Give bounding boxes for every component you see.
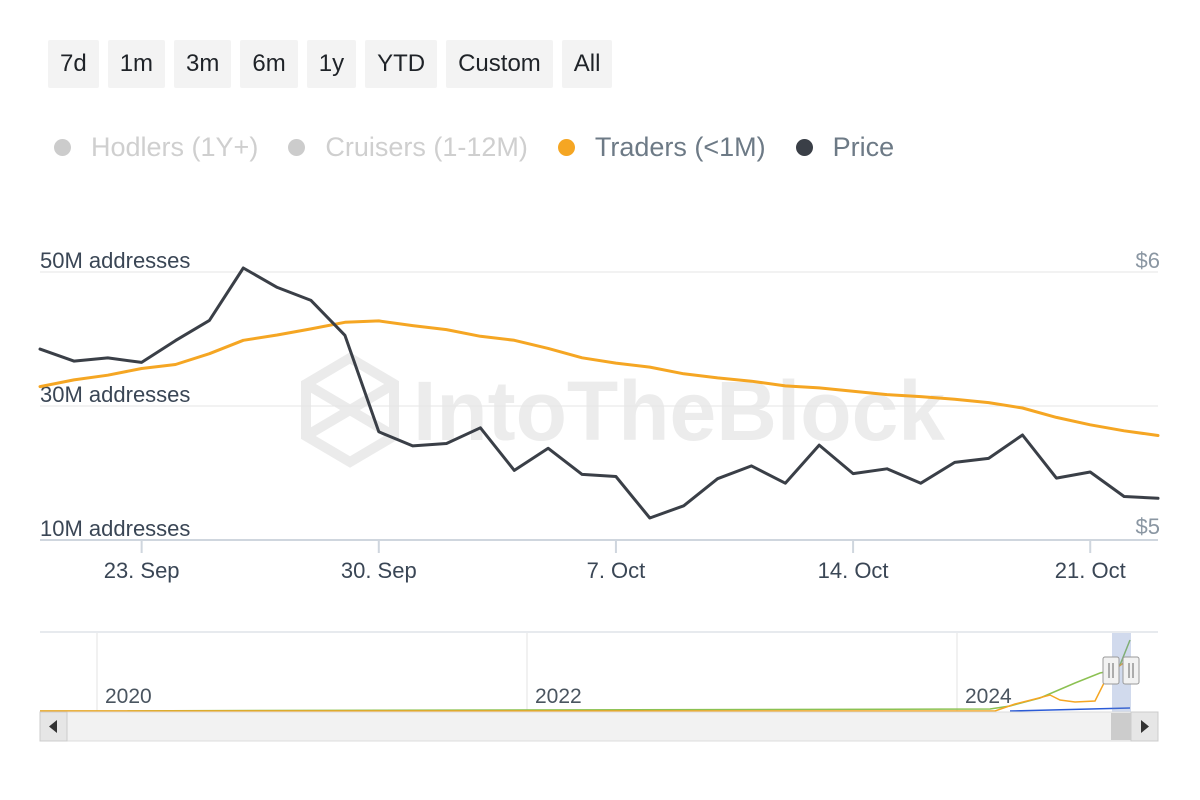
x-axis: 23. Sep 30. Sep 7. Oct 14. Oct 21. Oct	[104, 541, 1126, 583]
range-button-1y[interactable]: 1y	[306, 40, 357, 88]
plot-area: 10M addresses 30M addresses 50M addresses $…	[38, 248, 1160, 541]
range-button-ytd[interactable]: YTD	[365, 40, 438, 88]
range-button-3m[interactable]: 3m	[174, 40, 232, 88]
navigator-series-line	[1009, 707, 1131, 712]
navigator-selection-window	[1112, 633, 1131, 713]
range-button-all[interactable]: All	[561, 40, 613, 88]
watermark-logo-icon	[303, 379, 397, 441]
scrollbar-thumb	[1111, 713, 1131, 740]
navigator-year-label: 2024	[965, 685, 1012, 708]
range-selector: 7d 1m 3m 6m 1y YTD Custom All	[48, 40, 613, 88]
legend-label: Cruisers (1-12M)	[325, 132, 528, 162]
x-tick-label: 14. Oct	[818, 558, 889, 583]
x-tick-label: 23. Sep	[104, 558, 180, 583]
legend-item-0[interactable]: Hodlers (1Y+)	[54, 132, 258, 163]
scrollbar-track	[39, 711, 1159, 742]
x-tick-label: 7. Oct	[587, 558, 646, 583]
x-tick-label: 21. Oct	[1055, 558, 1126, 583]
arrow-right-icon	[1141, 720, 1149, 733]
arrow-left-icon	[49, 720, 57, 733]
legend-item-2[interactable]: Traders (<1M)	[557, 132, 766, 163]
legend-item-3[interactable]: Price	[795, 132, 895, 163]
x-tick-label: 30. Sep	[341, 558, 417, 583]
range-button-6m[interactable]: 6m	[240, 40, 298, 88]
navigator-year-label: 2020	[105, 685, 152, 708]
legend-label: Traders (<1M)	[594, 132, 766, 162]
legend-dot	[557, 139, 575, 156]
y-left-tick-label: 50M addresses	[40, 248, 190, 273]
navigator-handle	[1122, 656, 1140, 685]
y-left-tick-label: 30M addresses	[40, 382, 190, 407]
navigator[interactable]: 2020 2022 2024	[39, 631, 1159, 742]
navigator-year-label: 2022	[535, 685, 582, 708]
range-button-1m[interactable]: 1m	[107, 40, 166, 88]
y-left-tick-label: 10M addresses	[40, 516, 190, 541]
series-line-price	[38, 266, 1160, 520]
navigator-handle	[1102, 656, 1120, 685]
watermark-text: IntoTheBlock	[413, 364, 945, 458]
chart-legend: Hodlers (1Y+) Cruisers (1-12M) Traders (<1…	[54, 132, 924, 163]
series-line-traders-1m-	[38, 319, 1160, 437]
watermark: IntoTheBlock	[301, 352, 945, 468]
range-button-custom[interactable]: Custom	[446, 40, 553, 88]
y-right-tick-label: $6	[1136, 248, 1160, 273]
legend-dot	[288, 139, 306, 156]
legend-label: Price	[832, 132, 895, 162]
range-button-7d[interactable]: 7d	[48, 40, 99, 88]
legend-item-1[interactable]: Cruisers (1-12M)	[288, 132, 528, 163]
y-right-tick-label: $5	[1136, 514, 1160, 539]
legend-dot	[795, 139, 813, 156]
legend-label: Hodlers (1Y+)	[91, 132, 259, 162]
legend-dot	[54, 139, 71, 156]
